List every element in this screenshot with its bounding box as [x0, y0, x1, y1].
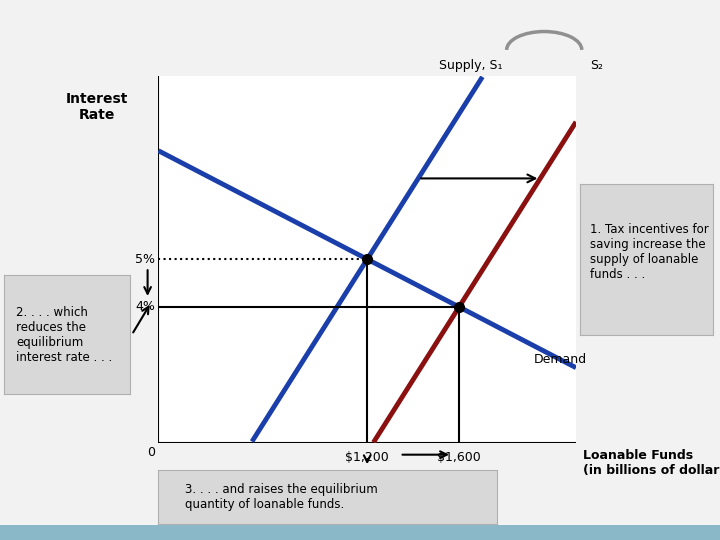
- Text: 3. . . . and raises the equilibrium
quantity of loanable funds.: 3. . . . and raises the equilibrium quan…: [186, 483, 378, 511]
- Text: Loanable Funds
(in billions of dollars): Loanable Funds (in billions of dollars): [583, 449, 720, 477]
- Text: Supply, S₁: Supply, S₁: [439, 59, 503, 72]
- Text: 5%: 5%: [135, 253, 155, 266]
- Text: 4%: 4%: [135, 300, 155, 313]
- Text: Interest
Rate: Interest Rate: [66, 92, 128, 122]
- Text: 0: 0: [147, 446, 155, 458]
- Text: S₂: S₂: [590, 59, 603, 72]
- Text: 2. . . . which
reduces the
equilibrium
interest rate . . .: 2. . . . which reduces the equilibrium i…: [17, 306, 112, 364]
- Text: Demand: Demand: [534, 353, 588, 366]
- Text: 1. Tax incentives for
saving increase the
supply of loanable
funds . . .: 1. Tax incentives for saving increase th…: [590, 222, 709, 281]
- Text: $1,600: $1,600: [437, 451, 481, 464]
- Text: $1,200: $1,200: [346, 451, 389, 464]
